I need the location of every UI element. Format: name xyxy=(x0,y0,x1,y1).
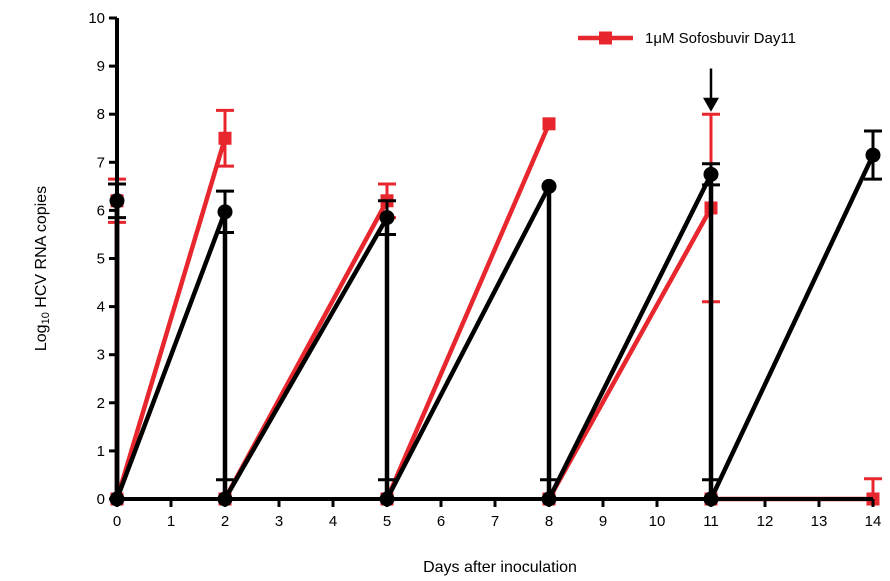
control-marker xyxy=(379,210,395,226)
control-line-segment xyxy=(546,173,714,501)
y-tick-label: 9 xyxy=(97,58,105,75)
x-tick-label: 7 xyxy=(491,513,499,530)
legend: 1μM Sofosbuvir Day11 xyxy=(578,30,796,47)
control-marker xyxy=(217,204,233,220)
y-tick-label: 4 xyxy=(97,299,105,316)
x-tick-label: 9 xyxy=(599,513,607,530)
control-series xyxy=(108,129,882,507)
x-tick-label: 13 xyxy=(811,513,828,530)
treated-line-segment xyxy=(384,122,552,500)
y-tick-label: 7 xyxy=(97,154,105,171)
axes xyxy=(109,16,875,507)
control-marker xyxy=(865,147,881,163)
treated-line-segment xyxy=(114,137,228,500)
x-tick-label: 3 xyxy=(275,513,283,530)
treated-line-segment xyxy=(547,206,713,501)
y-tick-label: 5 xyxy=(97,251,105,268)
control-line-segment xyxy=(223,216,389,501)
y-tick-label: 6 xyxy=(97,202,105,219)
treated-marker xyxy=(542,117,556,131)
control-line-segment xyxy=(114,211,228,500)
x-tick-label: 8 xyxy=(545,513,553,530)
control-marker xyxy=(703,166,719,182)
control-line-segment xyxy=(708,154,876,500)
legend-label-treated: 1μM Sofosbuvir Day11 xyxy=(645,30,796,47)
x-tick-label: 1 xyxy=(167,513,175,530)
y-tick-label: 3 xyxy=(97,347,105,364)
x-tick-label: 5 xyxy=(383,513,391,530)
y-tick-label: 0 xyxy=(97,491,105,508)
y-tick-label: 8 xyxy=(97,106,105,123)
x-axis-title: Days after inoculation xyxy=(423,559,577,576)
x-tick-label: 0 xyxy=(113,513,121,530)
control-line-segment xyxy=(385,185,551,501)
y-tick-label: 1 xyxy=(97,443,105,460)
x-tick-label: 10 xyxy=(649,513,666,530)
x-tick-label: 4 xyxy=(329,513,337,530)
treated-marker xyxy=(218,131,232,145)
y-axis-title-subscript: 10 xyxy=(40,312,52,324)
y-axis-title-prefix: Log xyxy=(33,324,50,351)
y-axis-title: Log10 HCV RNA copies xyxy=(33,186,52,351)
sofosbuvir-arrow-head xyxy=(703,97,719,112)
y-axis-title-suffix: HCV RNA copies xyxy=(33,186,50,312)
x-tick-label: 6 xyxy=(437,513,445,530)
x-tick-label: 14 xyxy=(865,513,882,530)
x-tick-label: 11 xyxy=(703,513,719,530)
y-tick-label: 10 xyxy=(88,10,105,27)
x-tick-label: 12 xyxy=(757,513,774,530)
legend-marker-treated xyxy=(599,31,612,45)
annotations xyxy=(703,68,719,112)
control-marker xyxy=(541,178,557,194)
x-tick-label: 2 xyxy=(221,513,229,530)
y-tick-label: 2 xyxy=(97,395,105,412)
